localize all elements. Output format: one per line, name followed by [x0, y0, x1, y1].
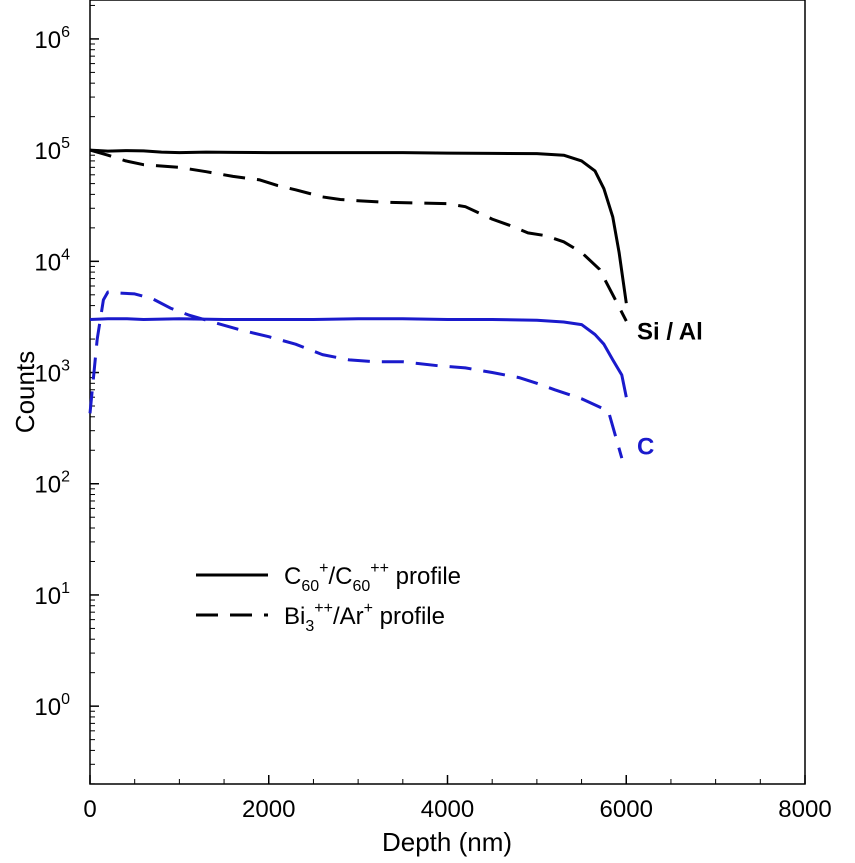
x-tick-label: 6000 [600, 796, 653, 823]
y-tick-label: 102 [34, 469, 70, 499]
y-tick-label: 100 [34, 691, 70, 721]
series-lines [88, 148, 628, 459]
x-tick-label: 0 [83, 796, 96, 823]
series-line-2 [89, 317, 628, 398]
series-line-3 [88, 290, 624, 459]
x-tick-label: 2000 [242, 796, 295, 823]
x-tick-label: 8000 [778, 796, 831, 823]
y-axis-title: Counts [10, 351, 40, 433]
legend-label: C60+/C60++ profile [284, 560, 461, 595]
x-axis-title: Depth (nm) [382, 827, 512, 857]
y-tick-label: 101 [34, 580, 70, 610]
axis-ticks: 0 2000 4000 6000 8000 100 101 102 103 104 105 106 [34, 4, 832, 823]
series-line-0 [89, 148, 628, 304]
x-tick-label: 4000 [421, 796, 474, 823]
y-tick-label: 105 [34, 135, 70, 165]
annotation-label: Si / Al [637, 318, 703, 345]
y-tick-label: 104 [34, 246, 70, 276]
y-tick-label: 103 [34, 358, 70, 388]
annotation-label: C [637, 434, 654, 461]
legend: C60+/C60++ profile Bi3++/Ar+ profile [196, 560, 461, 635]
y-tick-label: 106 [34, 24, 70, 54]
legend-label: Bi3++/Ar+ profile [284, 600, 445, 635]
series-line-1 [89, 148, 628, 322]
plot-frame [89, 0, 806, 785]
annotations: Si / Al C [637, 318, 703, 460]
